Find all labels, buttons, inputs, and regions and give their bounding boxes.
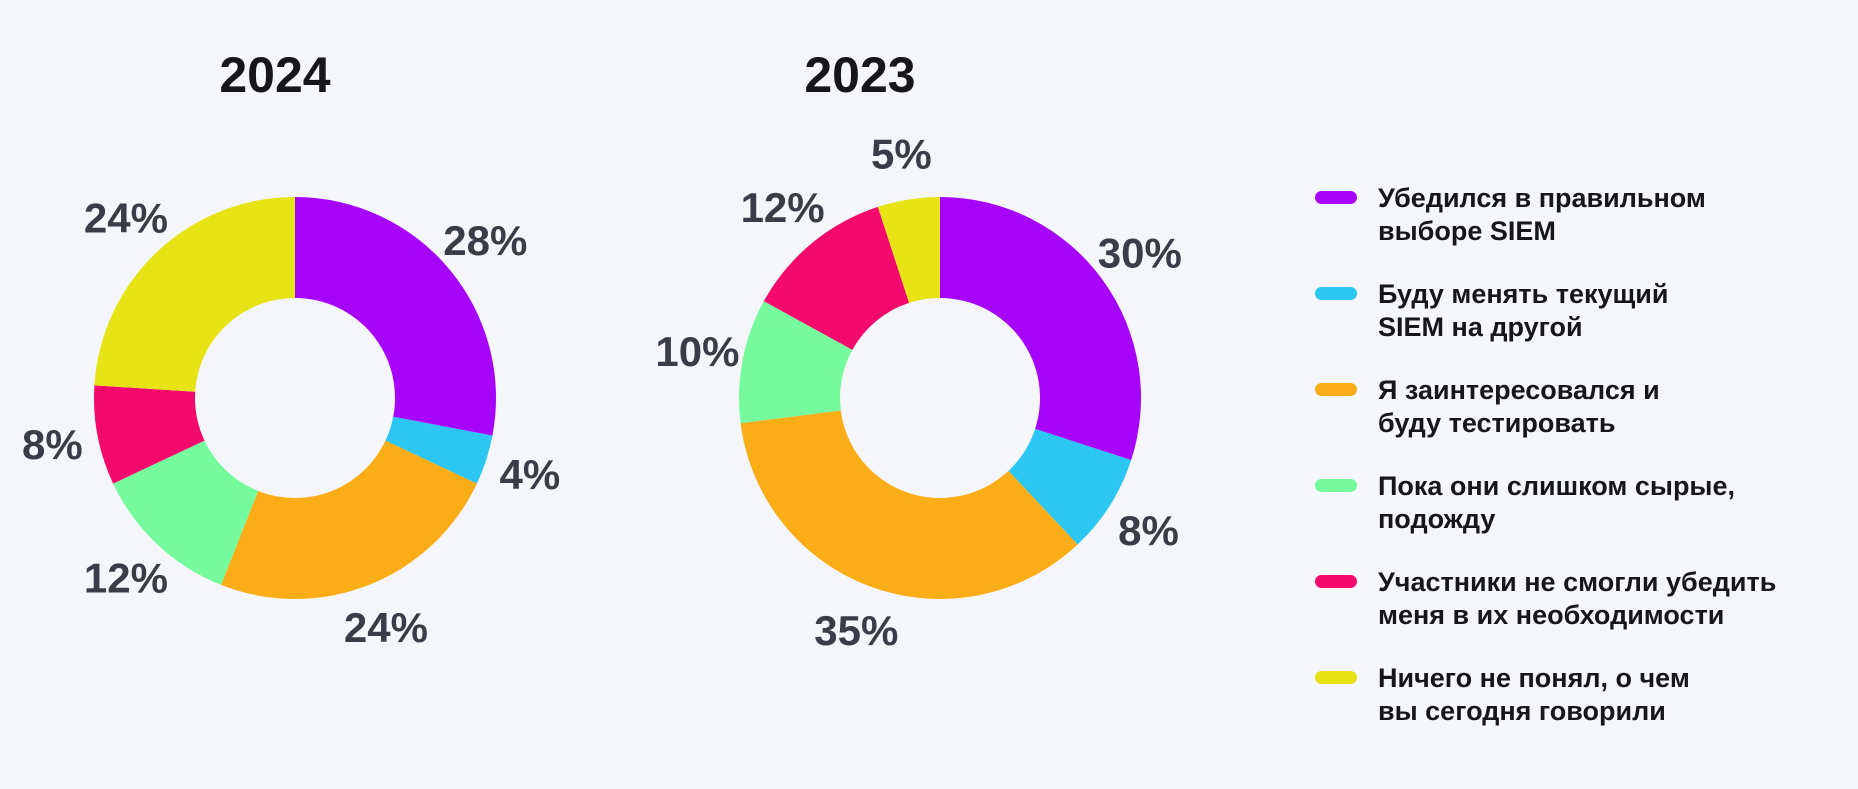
slice-2024-3 — [221, 440, 477, 600]
legend-label-3: Я заинтересовался и буду тестировать — [1378, 375, 1660, 438]
slice-2024-4 — [113, 440, 259, 585]
legend-item-1: Убедился в правильном выборе SIEM — [1315, 182, 1835, 248]
pct-label-2023-2: 8% — [1118, 507, 1179, 554]
pct-label-2023-4: 10% — [655, 328, 739, 375]
slice-2023-5 — [763, 206, 910, 350]
legend-swatch-1 — [1315, 191, 1357, 204]
legend-swatch-3 — [1315, 383, 1357, 396]
pct-label-2024-2: 4% — [500, 451, 561, 498]
slice-2023-1 — [940, 197, 1141, 461]
pct-label-2024-4: 12% — [84, 555, 168, 602]
slice-2023-2 — [1008, 428, 1132, 545]
pct-label-2023-3: 35% — [814, 607, 898, 654]
donut-chart-2023: 30% 8% 35% 10% 12% 5% — [655, 131, 1181, 654]
legend-label-4: Пока они слишком сырые, подожду — [1378, 471, 1736, 534]
legend-label-6: Ничего не понял, о чем вы сегодня говорил… — [1378, 663, 1690, 726]
legend-swatch-4 — [1315, 479, 1357, 492]
pct-label-2024-3: 24% — [344, 604, 428, 651]
slice-2024-5 — [94, 385, 205, 484]
legend-swatch-6 — [1315, 671, 1357, 684]
pct-label-2024-5: 8% — [22, 421, 83, 468]
pct-label-2023-1: 30% — [1098, 229, 1182, 276]
legend-label-1: Убедился в правильном выборе SIEM — [1378, 183, 1706, 246]
chart-title-2023: 2023 — [804, 47, 916, 103]
slice-2023-6 — [877, 197, 940, 303]
legend-item-6: Ничего не понял, о чем вы сегодня говорил… — [1315, 662, 1835, 728]
legend: Убедился в правильном выборе SIEM Буду мен… — [1315, 182, 1835, 728]
slice-2023-4 — [738, 301, 853, 424]
pct-label-2023-5: 12% — [741, 184, 825, 231]
legend-swatch-2 — [1315, 287, 1357, 300]
legend-swatch-5 — [1315, 575, 1357, 588]
chart-title-2024: 2024 — [219, 47, 331, 103]
slice-2024-1 — [295, 197, 496, 436]
pct-label-2023-6: 5% — [871, 131, 932, 178]
donut-chart-2024: 28% 4% 24% 12% 8% 24% — [22, 194, 560, 651]
slice-2024-2 — [385, 416, 493, 484]
pct-label-2024-6: 24% — [84, 194, 168, 241]
legend-item-4: Пока они слишком сырые, подожду — [1315, 470, 1835, 536]
legend-item-2: Буду менять текущий SIEM на другой — [1315, 278, 1835, 344]
pct-label-2024-1: 28% — [443, 217, 527, 264]
slice-2023-3 — [740, 410, 1078, 599]
legend-item-3: Я заинтересовался и буду тестировать — [1315, 374, 1835, 440]
legend-label-5: Участники не смогли убедить меня в их нео… — [1378, 567, 1777, 630]
legend-item-5: Участники не смогли убедить меня в их нео… — [1315, 566, 1835, 632]
slice-2024-6 — [94, 197, 296, 392]
legend-label-2: Буду менять текущий SIEM на другой — [1378, 279, 1669, 342]
